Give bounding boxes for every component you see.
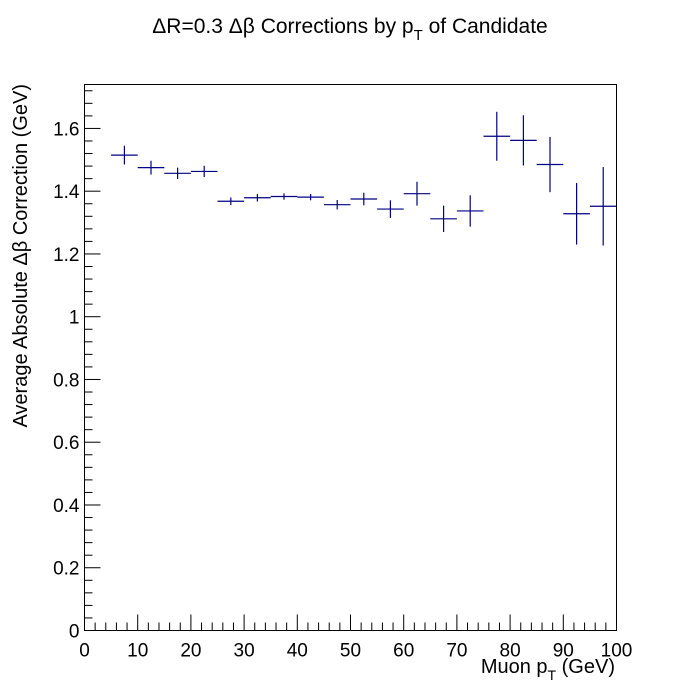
chart-title-subscript: T (414, 27, 423, 44)
x-tick-label: 0 (79, 641, 90, 662)
x-tick-label: 70 (446, 641, 467, 662)
x-tick-label: 10 (127, 641, 148, 662)
x-tick-label: 40 (287, 641, 308, 662)
y-tick-label: 1.2 (53, 245, 79, 266)
y-tick-label: 0.8 (53, 370, 79, 391)
x-tick-label: 20 (180, 641, 201, 662)
y-axis-tick-labels: 0 0.2 0.4 0.6 0.8 1 1.2 1.4 1.6 (53, 119, 80, 642)
data-point (164, 167, 191, 179)
data-point (403, 181, 431, 206)
y-tick-label: 1.6 (53, 119, 79, 140)
x-axis-label-text: Muon p (481, 656, 548, 678)
data-point (297, 194, 324, 201)
data-point (456, 195, 484, 227)
x-axis-tick-labels: 0 10 20 30 40 50 60 70 80 90 100 (79, 641, 632, 662)
x-tick-label: 80 (500, 641, 521, 662)
data-point (270, 193, 298, 200)
data-point (377, 200, 404, 218)
chart-title-suffix: of Candidate (423, 15, 548, 38)
chart-title: ΔR=0.3 Δβ Corrections by pT of Candidate (152, 15, 547, 44)
chart-title-text: ΔR=0.3 Δβ Corrections by p (152, 15, 413, 38)
x-axis-label-suffix: (GeV) (556, 656, 615, 678)
data-point (244, 194, 271, 202)
x-tick-label: 100 (601, 641, 633, 662)
x-axis-label: Muon pT (GeV) (481, 656, 615, 683)
data-point (483, 111, 511, 161)
y-axis-label: Average Absolute Δβ Correction (GeV) (10, 84, 32, 428)
y-tick-label: 1.4 (53, 182, 80, 203)
data-point (137, 160, 165, 175)
data-point (350, 192, 378, 206)
data-point (190, 165, 218, 178)
x-tick-label: 60 (393, 641, 414, 662)
data-point (536, 136, 564, 193)
y-axis-ticks (84, 90, 101, 631)
data-point (563, 183, 590, 245)
data-series (111, 111, 617, 246)
y-tick-label: 0.6 (53, 433, 79, 454)
y-tick-label: 0.4 (53, 496, 80, 517)
x-tick-label: 90 (553, 641, 574, 662)
y-tick-label: 0.2 (53, 559, 79, 580)
data-point (217, 197, 245, 205)
x-axis-label-subscript: T (548, 667, 557, 683)
data-point (323, 199, 351, 210)
x-tick-label: 30 (234, 641, 255, 662)
x-axis-ticks (84, 614, 617, 631)
y-tick-label: 0 (69, 622, 80, 643)
data-point (589, 167, 617, 246)
y-tick-label: 1 (69, 308, 80, 329)
data-point (111, 145, 138, 165)
data-point (510, 115, 537, 166)
x-tick-label: 50 (340, 641, 361, 662)
data-point (430, 205, 457, 232)
